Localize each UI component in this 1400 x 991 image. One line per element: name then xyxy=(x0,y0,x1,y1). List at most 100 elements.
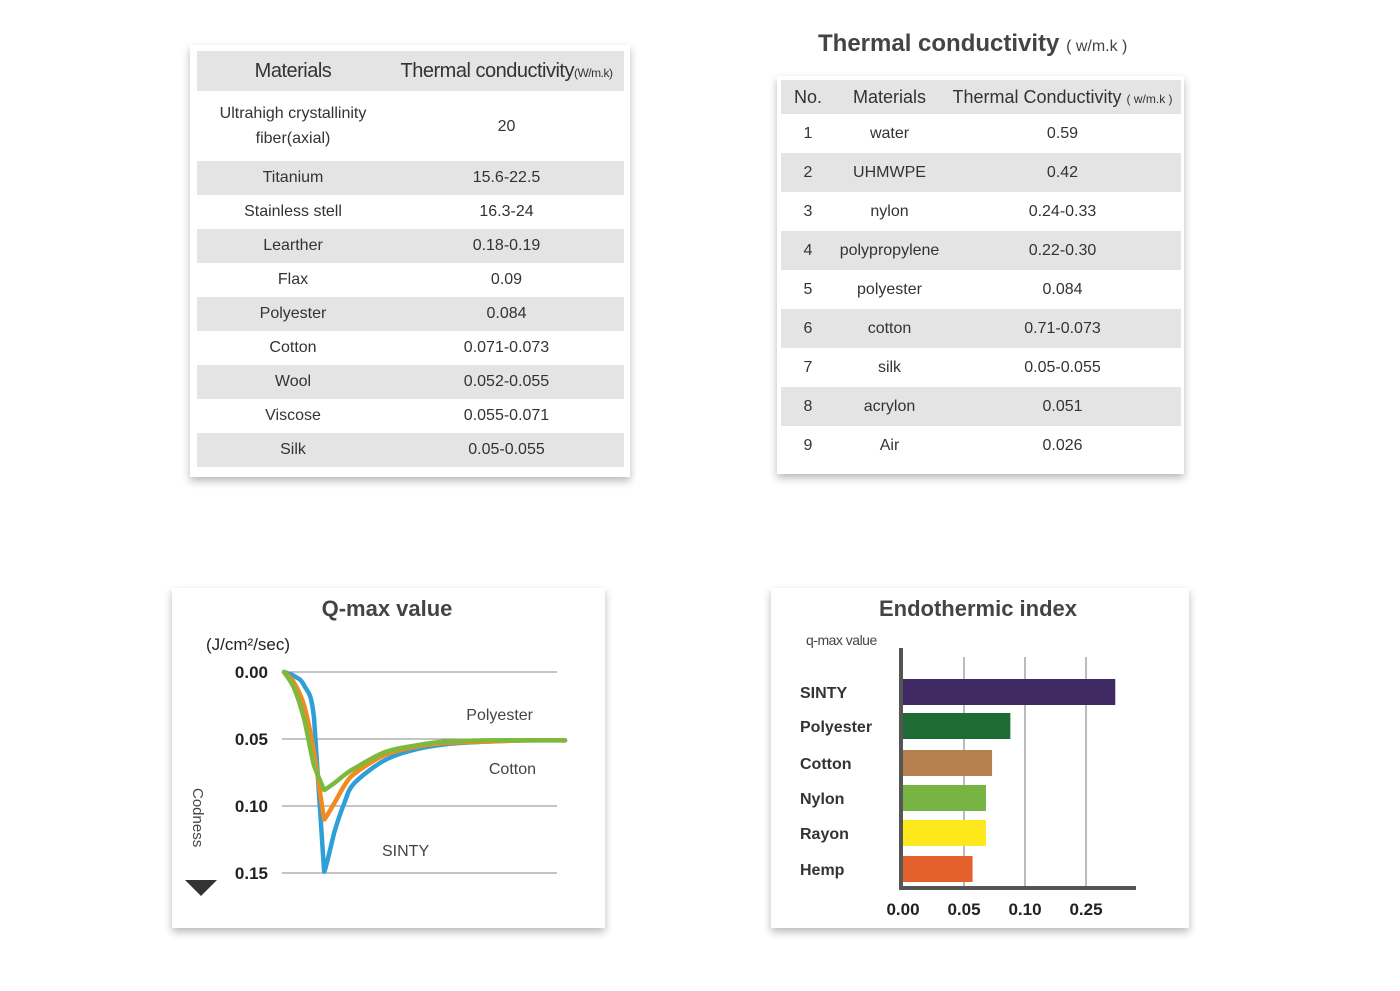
category-label-polyester: Polyester xyxy=(800,719,872,736)
category-label-nylon: Nylon xyxy=(800,791,844,808)
y-axis-label: Codness xyxy=(189,788,206,847)
cell-value: 0.18-0.19 xyxy=(389,229,624,263)
cell-no: 8 xyxy=(781,387,835,426)
cell-material: Viscose xyxy=(265,407,321,424)
table-row: Ultrahigh crystallinity fiber(axial) 20 xyxy=(197,91,624,161)
table-row: Cotton 0.071-0.073 xyxy=(197,331,624,365)
bar-sinty xyxy=(903,679,1116,705)
series-line-polyester xyxy=(281,669,568,793)
bar-rayon xyxy=(903,820,986,846)
cell-value: 16.3-24 xyxy=(479,203,534,220)
cell-material: UHMWPE xyxy=(835,153,944,192)
bar-cotton xyxy=(903,750,993,776)
cell-value: 20 xyxy=(497,117,516,135)
table-row: Titanium 15.6-22.5 xyxy=(197,161,624,195)
table2-title: Thermal conductivity ( w/m.k ) xyxy=(818,30,1128,57)
header-thermal-conductivity: Thermal Conductivity ( w/m.k ) xyxy=(944,80,1181,114)
table-row: 5 polyester 0.084 xyxy=(781,270,1181,309)
cell-material: Polyester xyxy=(197,297,389,331)
cell-material-line1: Ultrahigh crystallinity xyxy=(219,105,367,122)
cell-value: 0.22-0.30 xyxy=(944,231,1181,270)
cell-no: 7 xyxy=(803,358,813,376)
endothermic-chart: Endothermic index q-max value 0.00 0.05 0.… xyxy=(800,596,1136,919)
bar-nylon xyxy=(903,785,986,811)
table-row: 8 acrylon 0.051 xyxy=(781,387,1181,426)
materials-conductivity-table-card: Materials Thermal conductivity(W/m.k) Ul… xyxy=(190,45,630,477)
table-row: 1 water 0.59 xyxy=(781,114,1181,153)
cell-no: 2 xyxy=(781,153,835,192)
cell-value: 0.24-0.33 xyxy=(1028,202,1097,220)
x-axis-label: q-max value xyxy=(806,632,877,648)
table-row: Silk 0.05-0.055 xyxy=(197,433,624,467)
table-row: Flax 0.09 xyxy=(197,263,624,297)
qmax-chart-card: Q-max value (J/cm²/sec) Codness 0.00 0.05… xyxy=(172,588,605,928)
category-label-hemp: Hemp xyxy=(800,862,845,879)
cell-material: Ultrahigh crystallinity fiber(axial) xyxy=(197,91,389,161)
cell-material: water xyxy=(869,124,910,142)
header-materials: Materials xyxy=(197,51,389,91)
cell-no: 5 xyxy=(803,280,813,298)
cell-value: 0.59 xyxy=(1046,124,1079,142)
cell-material: Wool xyxy=(197,365,389,399)
category-label-rayon: Rayon xyxy=(800,826,849,843)
table-row: 4 polypropylene 0.22-0.30 xyxy=(781,231,1181,270)
down-triangle-icon xyxy=(185,880,217,896)
chart-title: Q-max value xyxy=(322,596,453,621)
table-row: Learther 0.18-0.19 xyxy=(197,229,624,263)
numbered-conductivity-table: No. Materials Thermal Conductivity ( w/m… xyxy=(781,80,1181,465)
endothermic-chart-card: Endothermic index q-max value 0.00 0.05 0.… xyxy=(771,588,1189,928)
cell-material: nylon xyxy=(870,202,909,220)
cell-value: 0.42 xyxy=(944,153,1181,192)
y-tick-label: 0.05 xyxy=(235,730,268,749)
y-tick-label: 0.15 xyxy=(235,864,268,883)
cell-value: 0.05-0.055 xyxy=(389,433,624,467)
cell-value: 0.052-0.055 xyxy=(389,365,624,399)
table-row: Viscose 0.055-0.071 xyxy=(197,399,624,433)
x-tick-label: 0.10 xyxy=(1008,900,1041,919)
table-header-row: Materials Thermal conductivity(W/m.k) xyxy=(197,51,624,91)
cell-value: 0.71-0.073 xyxy=(944,309,1181,348)
cell-material: Flax xyxy=(277,271,309,288)
materials-conductivity-table: Materials Thermal conductivity(W/m.k) Ul… xyxy=(197,51,624,467)
cell-material: Air xyxy=(879,436,900,454)
series-label-cotton: Cotton xyxy=(489,761,536,778)
cell-no: 9 xyxy=(803,436,813,454)
cell-value: 0.071-0.073 xyxy=(463,339,550,356)
header-no: No. xyxy=(781,80,835,114)
cell-value: 0.051 xyxy=(944,387,1181,426)
x-tick-label: 0.25 xyxy=(1069,900,1102,919)
table-row: Polyester 0.084 xyxy=(197,297,624,331)
cell-material: Titanium xyxy=(197,161,389,195)
bar-polyester xyxy=(903,713,1011,739)
cell-value: 0.09 xyxy=(490,271,523,288)
category-label-cotton: Cotton xyxy=(800,756,852,773)
y-tick-label: 0.00 xyxy=(235,663,268,682)
cell-material: silk xyxy=(877,358,902,376)
cell-no: 4 xyxy=(781,231,835,270)
cell-material: polyester xyxy=(857,280,922,298)
chart-unit-label: (J/cm²/sec) xyxy=(206,635,290,654)
cell-material: Learther xyxy=(197,229,389,263)
cell-material: Silk xyxy=(197,433,389,467)
cell-material: cotton xyxy=(835,309,944,348)
qmax-chart: Q-max value (J/cm²/sec) Codness 0.00 0.05… xyxy=(185,596,568,896)
cell-no: 1 xyxy=(803,124,813,142)
table-header-row: No. Materials Thermal Conductivity ( w/m… xyxy=(781,80,1181,114)
header-unit: (W/m.k) xyxy=(573,65,613,80)
table-row: 2 UHMWPE 0.42 xyxy=(781,153,1181,192)
cell-material: acrylon xyxy=(835,387,944,426)
x-tick-label: 0.00 xyxy=(886,900,919,919)
table-row: Wool 0.052-0.055 xyxy=(197,365,624,399)
cell-material: Stainless stell xyxy=(244,203,342,220)
cell-value: 0.084 xyxy=(1042,280,1083,298)
numbered-conductivity-table-card: No. Materials Thermal Conductivity ( w/m… xyxy=(777,76,1184,474)
y-tick-label: 0.10 xyxy=(235,797,268,816)
cell-no: 6 xyxy=(781,309,835,348)
table-row: 3 nylon 0.24-0.33 xyxy=(781,192,1181,231)
cell-material-line2: fiber(axial) xyxy=(255,130,331,147)
cell-material: Cotton xyxy=(269,339,317,356)
category-label-sinty: SINTY xyxy=(800,685,847,702)
cell-material: polypropylene xyxy=(835,231,944,270)
series-label-sinty: SINTY xyxy=(382,843,429,860)
cell-value: 0.026 xyxy=(1042,436,1083,454)
